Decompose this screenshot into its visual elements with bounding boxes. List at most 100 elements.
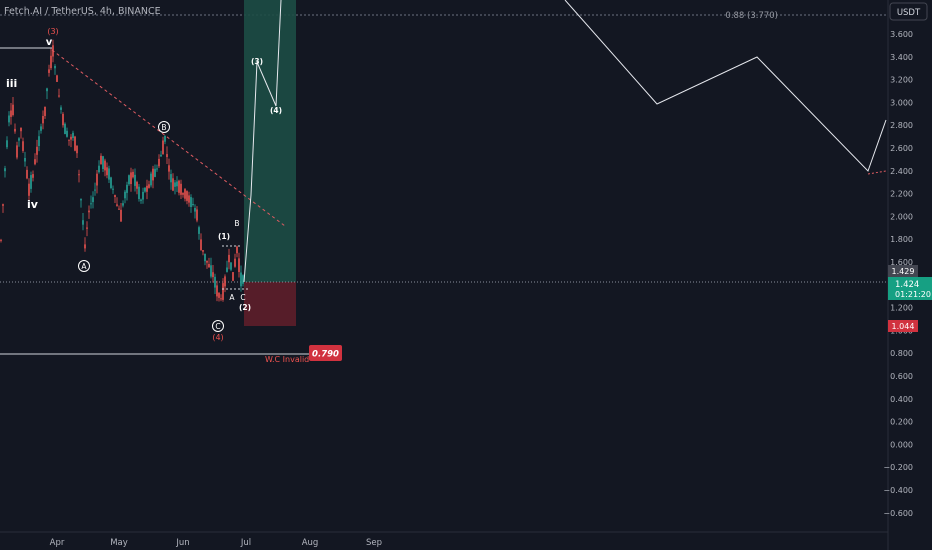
candle-body: [186, 191, 188, 201]
candle-body: [96, 173, 98, 186]
candle-body: [190, 197, 192, 207]
candle-body: [56, 75, 58, 82]
time-axis-label: Jul: [240, 538, 251, 548]
candle-body: [194, 208, 196, 212]
candle-body: [154, 168, 156, 177]
candle-body: [210, 265, 212, 277]
time-axis-label: Aug: [302, 538, 319, 548]
candle-body: [26, 169, 28, 179]
candle-body: [166, 154, 168, 157]
level-1429-value: 1.429: [892, 267, 915, 276]
candle-body: [214, 276, 216, 288]
candle-body: [42, 116, 44, 124]
candle-body: [142, 191, 144, 200]
candle-body: [160, 154, 162, 157]
last-price-value: 1.424: [895, 280, 919, 290]
candle-body: [108, 168, 110, 180]
candle-body: [138, 186, 140, 199]
wave-label-iii[interactable]: iii: [6, 77, 17, 90]
sub-wave-2[interactable]: (2): [239, 303, 251, 312]
candle-body: [136, 181, 138, 189]
sub-wave-3[interactable]: (3): [251, 57, 263, 66]
candle-body: [68, 139, 70, 141]
profit-zone[interactable]: [244, 0, 296, 282]
small-wave-b[interactable]: B: [234, 219, 239, 228]
wave-label-C[interactable]: C: [215, 322, 220, 331]
candle-body: [82, 220, 84, 225]
wave-label-3-red[interactable]: (3): [47, 27, 58, 36]
price-tick-label: 2.800: [890, 121, 913, 130]
candle-body: [122, 203, 124, 206]
candle-body: [196, 209, 198, 221]
wave-label-A[interactable]: A: [81, 262, 87, 271]
candle-body: [216, 285, 218, 297]
wave-label-4-red[interactable]: (4): [212, 333, 223, 342]
candle-body: [36, 146, 38, 155]
candle-body: [114, 195, 116, 197]
candle-body: [46, 88, 48, 92]
candle-body: [86, 227, 88, 229]
candle-body: [208, 264, 210, 268]
candle-body: [22, 141, 24, 151]
candle-body: [170, 174, 172, 183]
candle-body: [0, 239, 2, 241]
candle-body: [32, 174, 34, 178]
candle-body: [234, 258, 236, 267]
candle-body: [212, 272, 214, 278]
candle-body: [128, 175, 130, 185]
candle-body: [58, 95, 60, 97]
projection-path-near[interactable]: [243, 0, 282, 283]
candle-body: [240, 272, 242, 287]
loss-zone[interactable]: [244, 282, 296, 326]
candle-body: [126, 184, 128, 193]
candle-body: [16, 145, 18, 158]
price-tick-label: −0.200: [883, 463, 913, 472]
candle-body: [180, 183, 182, 195]
small-wave-a[interactable]: A: [229, 293, 235, 302]
price-tick-label: 2.600: [890, 144, 913, 153]
candle-body: [198, 227, 200, 234]
symbol-title[interactable]: Fetch.AI / TetherUS, 4h, BINANCE: [4, 6, 161, 17]
dashed-trendline[interactable]: [51, 49, 286, 227]
candle-body: [4, 168, 6, 172]
candle-body: [62, 113, 64, 126]
sub-wave-4[interactable]: (4): [270, 106, 282, 115]
candle-body: [206, 260, 208, 263]
candle-body: [44, 106, 46, 116]
candle-body: [178, 180, 180, 193]
wave-label-v[interactable]: v: [46, 37, 53, 48]
sub-wave-1[interactable]: (1): [218, 232, 230, 241]
price-tick-label: 2.200: [890, 190, 913, 199]
wave-label-iv[interactable]: iv: [27, 198, 39, 211]
candle-body: [146, 185, 148, 192]
small-wave-c[interactable]: C: [240, 293, 245, 302]
candle-body: [134, 174, 136, 186]
candle-body: [172, 178, 174, 191]
candle-body: [116, 204, 118, 206]
time-axis-label: May: [110, 538, 128, 548]
candle-body: [40, 126, 42, 131]
invalid-label[interactable]: W.C Invalid: [265, 355, 309, 364]
invalid-price-tag[interactable]: [309, 345, 342, 361]
candle-body: [2, 204, 4, 206]
candle-body: [110, 177, 112, 188]
candle-body: [14, 128, 16, 132]
candle-body: [150, 173, 152, 186]
candle-body: [10, 110, 12, 117]
candles[interactable]: [0, 39, 244, 302]
candle-body: [162, 140, 164, 155]
candle-body: [80, 199, 82, 201]
wave-label-B[interactable]: B: [161, 123, 166, 132]
price-tick-label: 0.200: [890, 418, 913, 427]
projection-path-far[interactable]: [564, 0, 887, 172]
time-axis-labels[interactable]: Apr May Jun Jul Aug Sep: [50, 538, 382, 548]
candle-body: [200, 239, 202, 251]
candle-body: [8, 115, 10, 123]
candle-body: [124, 191, 126, 199]
candle-body: [192, 204, 194, 205]
currency-button[interactable]: [889, 2, 928, 21]
stop-level-tag: [888, 320, 918, 332]
price-tick-label: 3.600: [890, 30, 913, 39]
